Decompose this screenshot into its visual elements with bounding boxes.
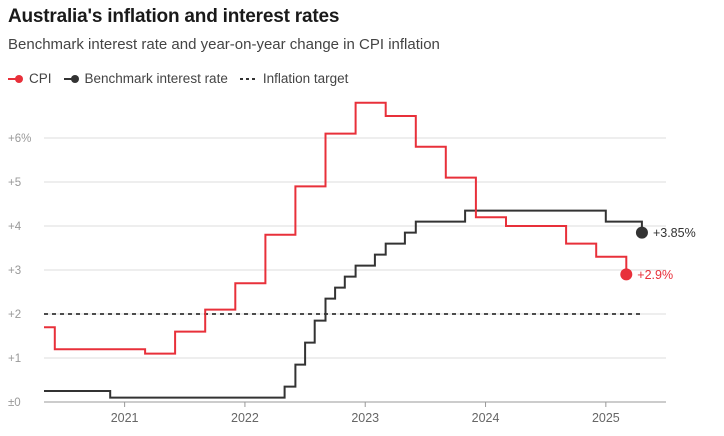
series-end-marker-benchmark-interest-rate <box>636 227 648 239</box>
y-tick-label-1: +1 <box>8 353 21 365</box>
series-end-label-benchmark-interest-rate: +3.85% <box>653 226 696 240</box>
series-line-cpi <box>44 103 626 354</box>
x-tick-label-3: 2024 <box>472 411 500 425</box>
y-tick-label-3: +3 <box>8 265 21 277</box>
x-tick-label-1: 2022 <box>231 411 259 425</box>
y-tick-label-5: +5 <box>8 177 21 189</box>
series-end-label-cpi: +2.9% <box>637 268 673 282</box>
x-tick-label-0: 2021 <box>111 411 139 425</box>
y-tick-label-2: +2 <box>8 309 21 321</box>
x-tick-label-4: 2025 <box>592 411 620 425</box>
line-chart: ±0 +1 +2 +3 +4 +5 +6% 2021 2022 2023 2024 2025 +3.85… <box>0 0 724 436</box>
y-tick-label-6: +6% <box>8 133 31 145</box>
series-end-marker-cpi <box>620 268 632 280</box>
x-tick-label-2: 2023 <box>351 411 379 425</box>
y-tick-label-4: +4 <box>8 221 22 233</box>
series-line-benchmark-interest-rate <box>44 211 642 398</box>
y-tick-label-0: ±0 <box>8 397 21 409</box>
